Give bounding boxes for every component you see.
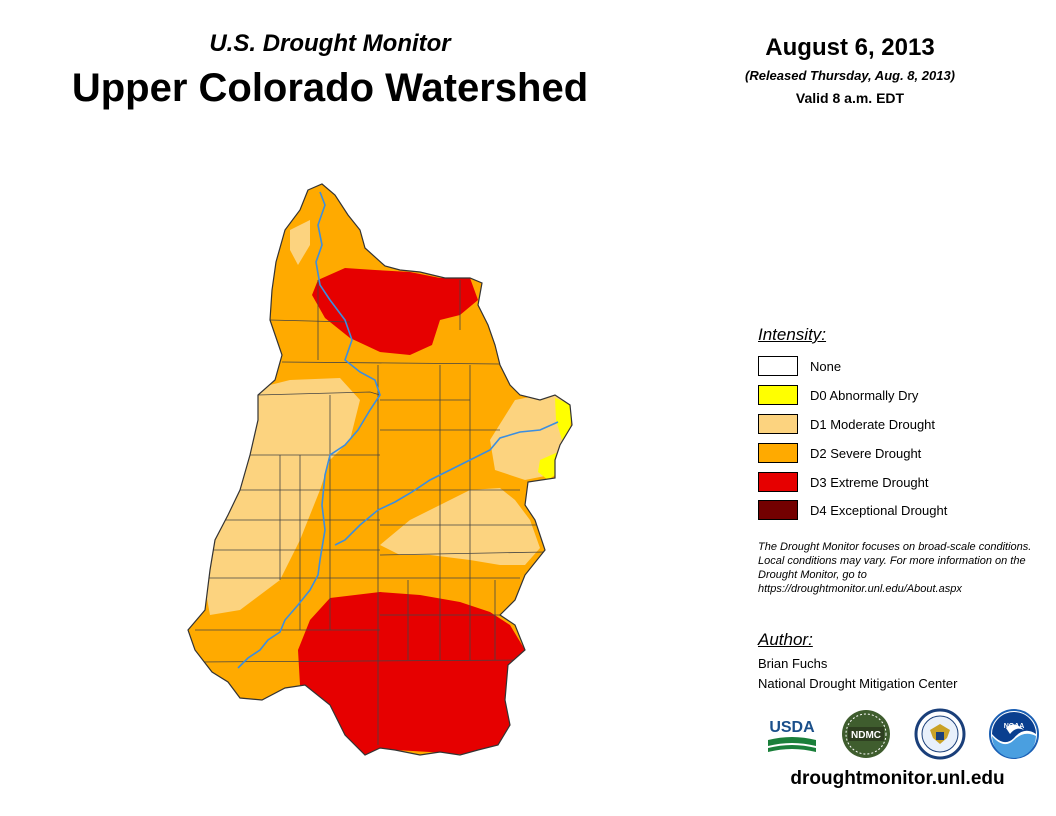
legend-swatch <box>758 500 798 520</box>
legend-swatch <box>758 472 798 492</box>
drought-areas <box>188 184 572 755</box>
legend-item-d4: D4 Exceptional Drought <box>758 499 947 521</box>
d0-area-1 <box>555 398 572 440</box>
legend-label: None <box>810 358 842 374</box>
website-link[interactable]: droughtmonitor.unl.edu <box>790 768 1005 789</box>
release-date: (Released Thursday, Aug. 8, 2013) <box>745 68 955 83</box>
disclaimer-note: The Drought Monitor focuses on broad-sca… <box>758 541 1032 595</box>
map-subtitle: U.S. Drought Monitor <box>209 30 451 57</box>
colorado-river <box>334 421 559 546</box>
watershed-boundary <box>187 183 573 756</box>
county-lines <box>195 280 546 745</box>
legend-label: D3 Extreme Drought <box>810 474 929 490</box>
drought-map <box>187 183 573 756</box>
map-date: August 6, 2013 <box>765 34 935 61</box>
legend-label: D0 Abnormally Dry <box>810 387 919 403</box>
d1-area-east <box>380 488 540 565</box>
legend-label: D2 Severe Drought <box>810 445 922 461</box>
legend-item-d3: D3 Extreme Drought <box>758 471 929 493</box>
commerce-seal-logo <box>914 708 966 760</box>
author-organization: National Drought Mitigation Center <box>758 676 958 691</box>
legend-label: D1 Moderate Drought <box>810 416 936 432</box>
d3-area-south <box>298 592 525 755</box>
legend-swatch <box>758 385 798 405</box>
legend-heading: Intensity: <box>758 325 827 344</box>
usda-logo-text: USDA <box>769 719 815 736</box>
d3-area-north <box>312 268 478 355</box>
legend-swatch <box>758 443 798 463</box>
ndmc-logo: NDMC <box>842 710 890 758</box>
legend-item-d2: D2 Severe Drought <box>758 442 921 464</box>
legend-label: D4 Exceptional Drought <box>810 502 948 518</box>
d1-area-north <box>290 220 310 265</box>
map-title: Upper Colorado Watershed <box>71 66 589 110</box>
legend-swatch <box>758 356 798 376</box>
rivers <box>237 191 559 669</box>
legend-item-d0: D0 Abnormally Dry <box>758 384 918 406</box>
author-heading: Author: <box>758 630 813 649</box>
noaa-logo-text: NOAA <box>1004 723 1025 730</box>
legend-swatch <box>758 414 798 434</box>
legend-item-d1: D1 Moderate Drought <box>758 413 935 435</box>
legend-item-none: None <box>758 355 841 377</box>
noaa-logo: NOAA <box>989 709 1039 759</box>
green-river <box>237 191 381 669</box>
ndmc-logo-text: NDMC <box>851 730 881 741</box>
author-name: Brian Fuchs <box>758 656 828 671</box>
valid-time: Valid 8 a.m. EDT <box>795 90 905 106</box>
usda-logo: USDA <box>768 719 816 752</box>
